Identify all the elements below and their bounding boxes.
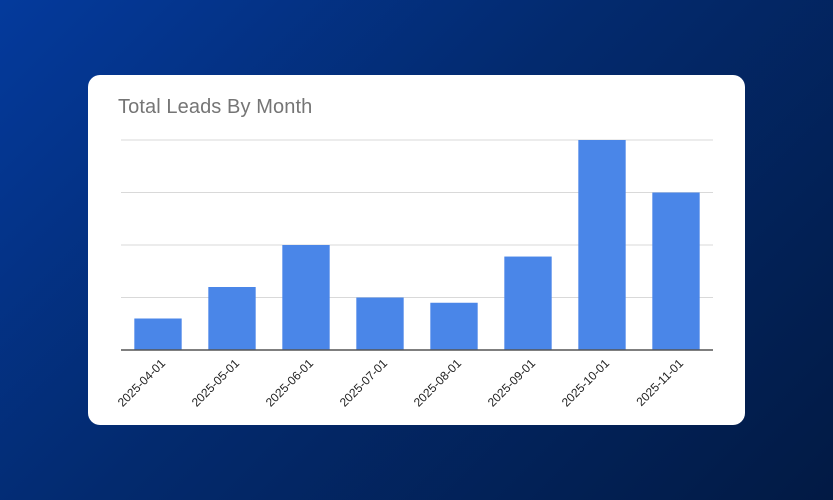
x-tick-label: 2025-09-01 [485,356,539,410]
bar-2025-08-01 [430,302,478,350]
x-tick-label: 2025-10-01 [559,356,613,410]
x-tick-label: 2025-08-01 [411,356,465,410]
x-tick-label: 2025-11-01 [633,356,686,409]
bar-2025-07-01 [356,297,404,350]
x-tick-label: 2025-05-01 [189,356,243,410]
bar-2025-05-01 [208,287,256,350]
bar-2025-04-01 [134,318,182,350]
chart-title: Total Leads By Month [118,96,313,118]
bar-2025-06-01 [282,245,330,350]
chart-card: Total Leads By Month 2025-04-01 2025-05-0… [88,75,745,425]
x-tick-label: 2025-06-01 [263,356,317,410]
bar-chart: 2025-04-01 2025-05-01 2025-06-01 2025-07-01… [115,139,713,410]
bar-2025-09-01 [504,256,552,350]
bar-2025-11-01 [652,192,700,350]
x-tick-label: 2025-07-01 [337,356,391,410]
bar-2025-10-01 [578,140,626,350]
x-tick-label: 2025-04-01 [115,356,169,410]
